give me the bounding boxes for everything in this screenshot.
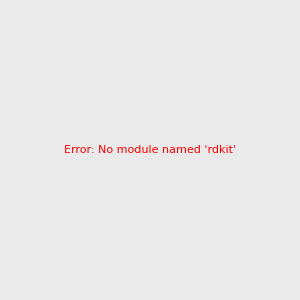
Text: Error: No module named 'rdkit': Error: No module named 'rdkit'	[64, 145, 236, 155]
